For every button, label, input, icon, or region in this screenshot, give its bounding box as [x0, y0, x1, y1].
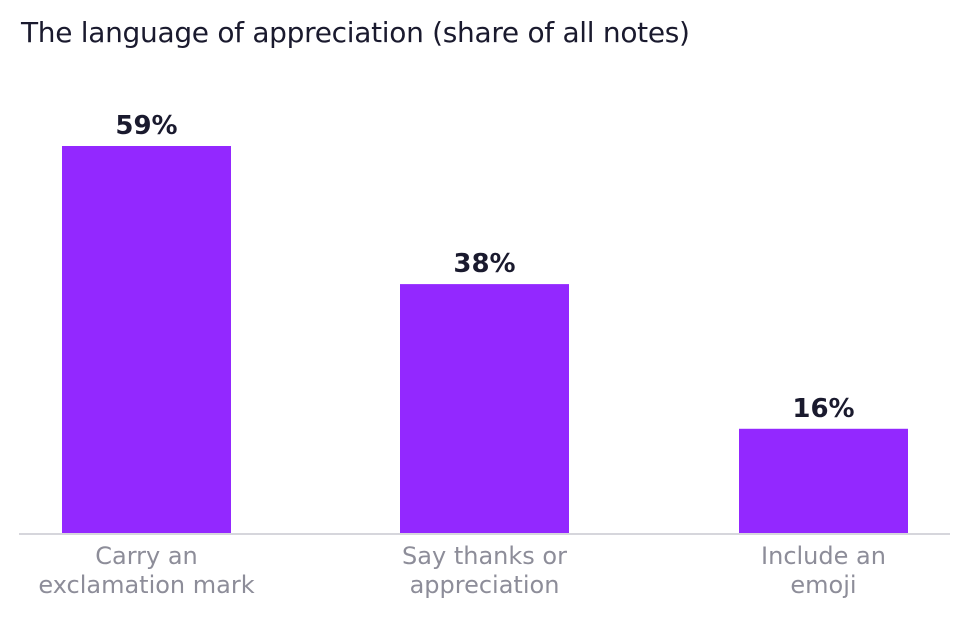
category-label-1: Carry an exclamation mark: [38, 542, 254, 599]
category-label-2: Say thanks or appreciation: [402, 542, 567, 599]
value-label-1: 59%: [115, 111, 177, 141]
value-label-3: 16%: [792, 394, 854, 424]
bar-2: [400, 284, 569, 534]
category-label-3: Include an emoji: [761, 542, 886, 599]
bar-1: [62, 146, 231, 534]
bar-3: [739, 428, 908, 534]
chart-title: The language of appreciation (share of a…: [21, 16, 690, 49]
value-label-2: 38%: [453, 249, 515, 279]
